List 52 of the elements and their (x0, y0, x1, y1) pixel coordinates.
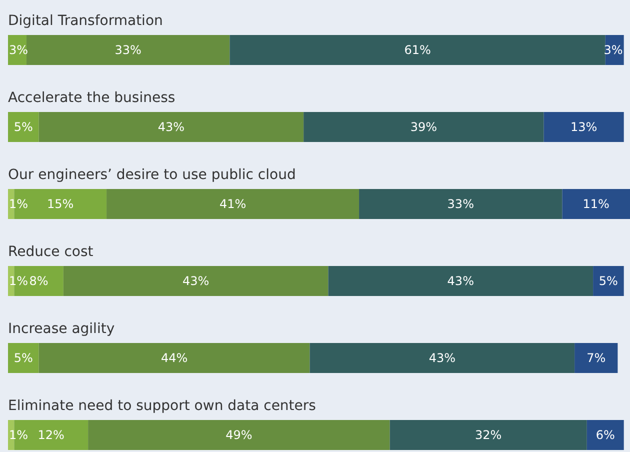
data-label: 3% (604, 43, 623, 57)
bar (359, 189, 562, 219)
data-label: 33% (447, 197, 474, 211)
data-label: 3% (9, 43, 28, 57)
bar (38, 343, 310, 373)
data-label: 61% (404, 43, 431, 57)
bar (593, 266, 624, 296)
data-label: 33% (114, 43, 142, 57)
bar (390, 420, 587, 450)
data-label: 32% (475, 428, 502, 442)
y-tick-label: Our engineers’ desire to use public cloud (8, 167, 296, 183)
data-label: 1% (9, 197, 28, 211)
bar (328, 266, 594, 296)
data-label: 43% (158, 120, 185, 134)
bar (304, 112, 544, 142)
bar (8, 112, 39, 142)
data-label: 11% (582, 197, 610, 211)
data-label: 44% (160, 351, 188, 365)
bar (38, 112, 304, 142)
data-label: 7% (586, 351, 606, 365)
data-label: 1% (9, 428, 28, 442)
bar (230, 35, 606, 65)
bar (574, 343, 618, 373)
y-tick-label: Accelerate the business (8, 90, 176, 106)
bar (8, 343, 39, 373)
y-tick-label: Eliminate need to support own data centers (8, 398, 316, 414)
data-label: 15% (47, 197, 74, 211)
bar (544, 112, 624, 142)
data-label: 13% (570, 120, 598, 134)
data-label: 5% (14, 351, 33, 365)
data-label: 1% (9, 274, 28, 288)
data-label: 43% (182, 274, 210, 288)
bar (586, 420, 624, 450)
y-tick-label: Increase agility (8, 321, 115, 337)
y-tick-label: Digital Transformation (8, 13, 163, 29)
bar (310, 343, 575, 373)
data-label: 43% (447, 274, 474, 288)
bar (26, 35, 230, 65)
data-label: 5% (14, 120, 33, 134)
bar (63, 266, 328, 296)
bar (88, 420, 390, 450)
data-label: 8% (29, 274, 48, 288)
data-label: 6% (596, 428, 615, 442)
data-label: 5% (598, 274, 618, 288)
bar (562, 189, 630, 219)
data-label: 49% (226, 428, 252, 442)
bar (106, 189, 360, 219)
data-label: 43% (428, 351, 456, 365)
data-label: 39% (410, 120, 438, 134)
data-label: 12% (38, 428, 64, 442)
data-label: 41% (219, 197, 246, 211)
y-tick-label: Reduce cost (8, 244, 94, 260)
